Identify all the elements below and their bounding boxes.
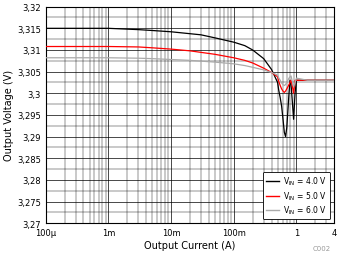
Y-axis label: Output Voltage (V): Output Voltage (V) bbox=[4, 70, 14, 161]
X-axis label: Output Current (A): Output Current (A) bbox=[144, 240, 236, 250]
Legend: V$_{\mathregular{IN}}$ = 4.0 V, V$_{\mathregular{IN}}$ = 5.0 V, V$_{\mathregular: V$_{\mathregular{IN}}$ = 4.0 V, V$_{\mat… bbox=[263, 172, 330, 219]
Text: C002: C002 bbox=[313, 245, 331, 251]
